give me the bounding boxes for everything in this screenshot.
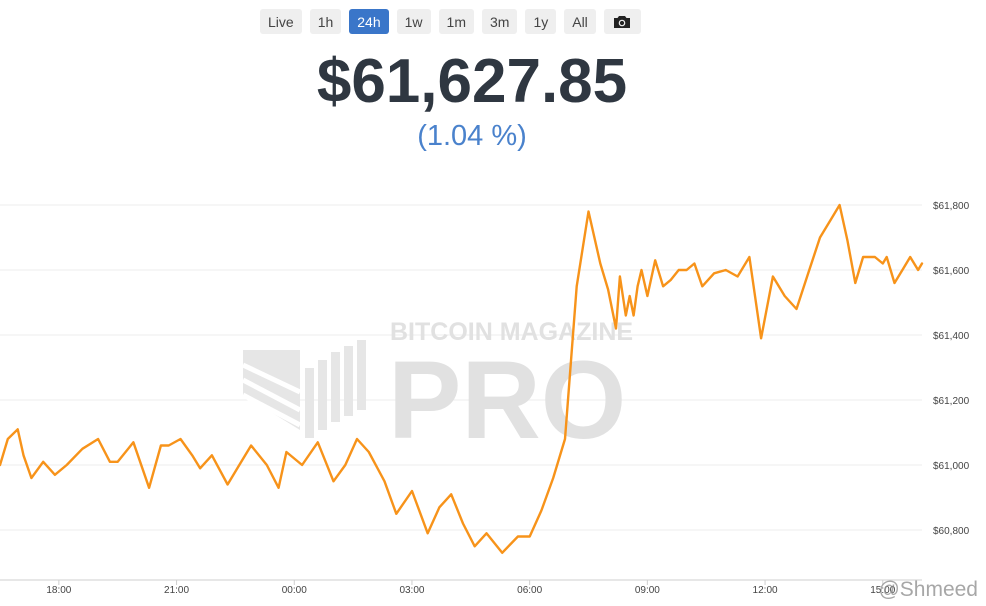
- watermark-logo: BITCOIN MAGAZINE PRO: [241, 318, 633, 462]
- range-3m-button[interactable]: 3m: [481, 9, 518, 34]
- credit-watermark: @Shmeed: [878, 578, 978, 601]
- range-selector: Live 1h 24h 1w 1m 3m 1y All: [260, 9, 641, 34]
- watermark-main-text: PRO: [388, 339, 626, 462]
- y-tick-label: $61,000: [933, 461, 970, 472]
- y-tick-label: $61,600: [933, 266, 970, 277]
- range-24h-button[interactable]: 24h: [349, 9, 389, 34]
- current-price: $61,627.85: [316, 47, 628, 116]
- x-tick-label: 00:00: [282, 585, 307, 596]
- y-tick-label: $61,400: [933, 331, 970, 342]
- camera-icon: [614, 15, 631, 28]
- y-tick-label: $60,800: [933, 526, 970, 537]
- y-tick-label: $61,800: [933, 201, 970, 212]
- range-1w-button[interactable]: 1w: [396, 9, 431, 34]
- watermark-top-text: BITCOIN MAGAZINE: [390, 318, 633, 346]
- range-live-button[interactable]: Live: [260, 9, 302, 34]
- price-change: (1.04 %): [417, 120, 527, 152]
- x-tick-label: 15:00: [870, 585, 895, 596]
- x-tick-label: 06:00: [517, 585, 542, 596]
- x-tick-label: 12:00: [753, 585, 778, 596]
- watermark-bars-icon: [241, 340, 366, 438]
- x-tick-label: 03:00: [399, 585, 424, 596]
- price-series-line: [0, 203, 924, 554]
- x-tick-label: 18:00: [46, 585, 71, 596]
- range-1y-button[interactable]: 1y: [525, 9, 557, 34]
- x-tick-label: 21:00: [164, 585, 189, 596]
- y-tick-label: $61,200: [933, 396, 970, 407]
- chart-axes: $60,800 $61,000 $61,200 $61,400 $61,600 $61,8…: [0, 201, 970, 596]
- range-all-button[interactable]: All: [564, 9, 596, 34]
- range-1m-button[interactable]: 1m: [438, 9, 474, 34]
- range-1h-button[interactable]: 1h: [309, 9, 342, 34]
- screenshot-button[interactable]: [603, 9, 641, 34]
- x-tick-label: 09:00: [635, 585, 660, 596]
- chart-grid: [0, 204, 922, 531]
